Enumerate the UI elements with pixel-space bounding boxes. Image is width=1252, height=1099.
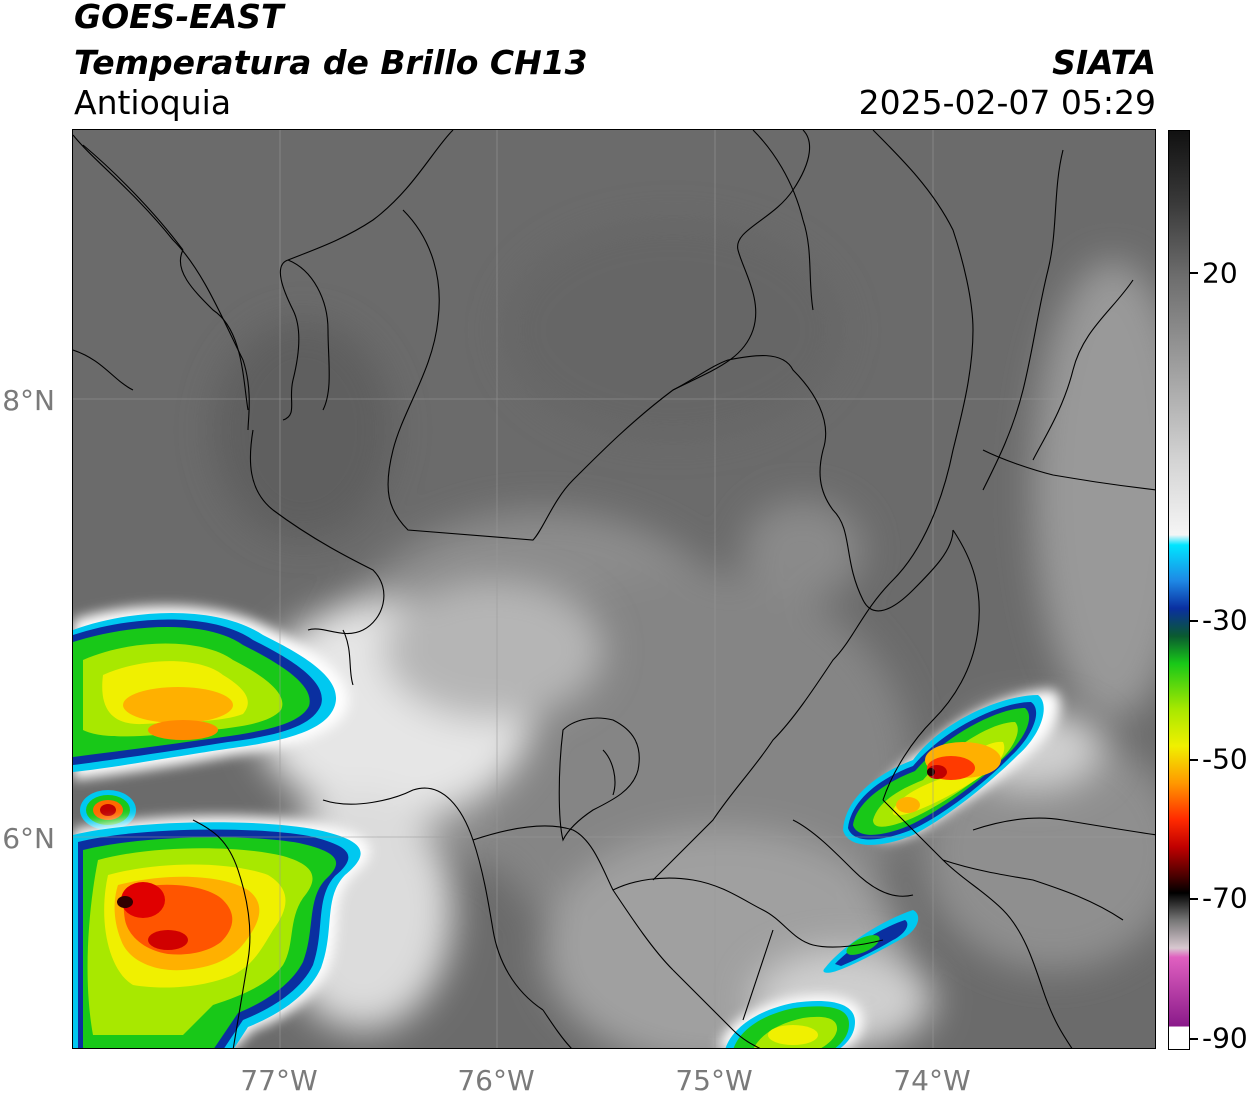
lat-label-8n: 8°N xyxy=(2,384,55,417)
colorbar-label: 20 xyxy=(1202,256,1238,290)
datetime-label: 2025-02-07 05:29 xyxy=(858,83,1156,122)
colorbar-label: -70 xyxy=(1202,881,1248,915)
storm-cell-west-small xyxy=(80,790,136,830)
colorbar-label: -50 xyxy=(1202,742,1248,776)
colorbar-tick xyxy=(1190,898,1198,900)
colorbar-label: -30 xyxy=(1202,603,1248,637)
lat-label-6n: 6°N xyxy=(2,822,55,855)
organization-label: SIATA xyxy=(1052,43,1156,82)
colorbar-tick xyxy=(1190,272,1198,274)
lon-label-75w: 75°W xyxy=(675,1064,753,1097)
colorbar-label: -90 xyxy=(1202,1021,1248,1055)
title-satellite: GOES-EAST xyxy=(74,0,284,36)
title-product: Temperatura de Brillo CH13 xyxy=(74,43,588,82)
colorbar-tick xyxy=(1190,620,1198,622)
map-canvas xyxy=(73,130,1155,1048)
storm-cell-west-lower xyxy=(73,815,370,1048)
satellite-map xyxy=(72,129,1156,1049)
colorbar-tick xyxy=(1190,759,1198,761)
storm-cell-east xyxy=(843,690,1061,845)
colorbar xyxy=(1168,130,1190,1050)
boundaries xyxy=(73,130,1155,1048)
graticule xyxy=(73,130,1155,1048)
lon-label-74w: 74°W xyxy=(893,1064,971,1097)
lon-label-77w: 77°W xyxy=(240,1064,318,1097)
storm-cell-west-upper xyxy=(73,606,349,780)
storm-cell-south xyxy=(718,995,863,1048)
subtitle-region: Antioquia xyxy=(74,83,232,122)
colorbar-tick xyxy=(1190,1038,1198,1040)
lon-label-76w: 76°W xyxy=(457,1064,535,1097)
colorbar-gradient xyxy=(1169,131,1189,1049)
